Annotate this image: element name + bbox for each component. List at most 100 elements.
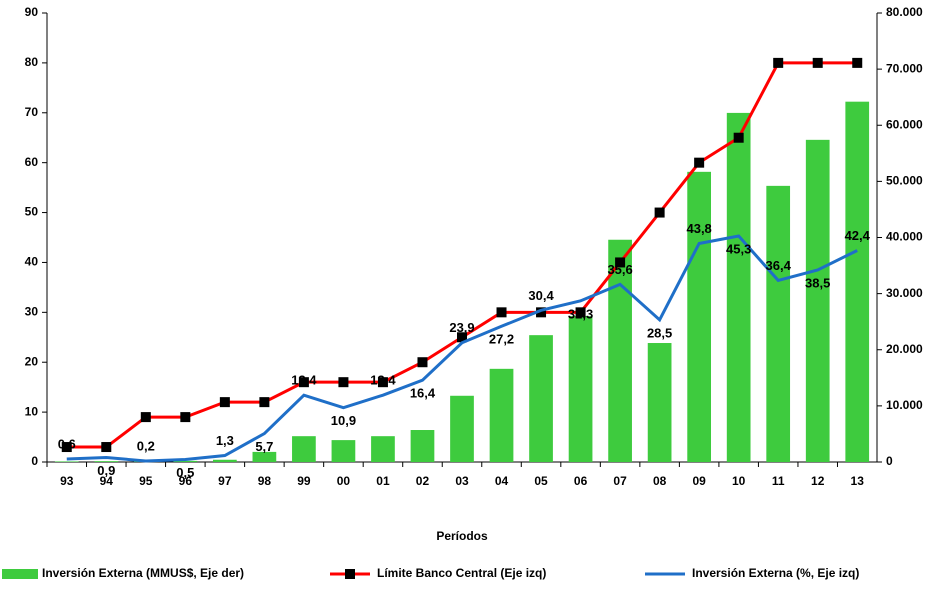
marker	[615, 257, 626, 268]
x-tick-label: 04	[495, 474, 509, 488]
marker	[812, 57, 823, 68]
marker	[852, 57, 863, 68]
x-tick-label: 95	[139, 474, 153, 488]
x-tick-label: 94	[100, 474, 114, 488]
x-tick-label: 13	[851, 474, 865, 488]
x-tick-label: 10	[732, 474, 746, 488]
legend-marker	[345, 569, 355, 579]
bar	[450, 395, 474, 462]
marker	[61, 442, 72, 453]
x-tick-label: 99	[297, 474, 311, 488]
x-tick-label: 98	[258, 474, 272, 488]
bar	[94, 461, 119, 462]
data-label: 36,4	[766, 258, 792, 273]
y-tick-label: 20	[25, 354, 39, 368]
data-label: 0,9	[97, 463, 115, 478]
x-tick-label: 96	[179, 474, 193, 488]
x-tick-label: 09	[692, 474, 706, 488]
x-tick-label: 11	[772, 474, 785, 488]
x-tick-label: 06	[574, 474, 588, 488]
x-tick-label: 07	[613, 474, 627, 488]
bar	[213, 459, 237, 462]
x-tick-label: 02	[416, 474, 430, 488]
y-tick-label: 0	[31, 454, 38, 468]
bar	[608, 239, 632, 462]
data-label: 0,2	[137, 438, 155, 453]
marker	[259, 397, 270, 408]
data-label: 5,7	[255, 439, 273, 454]
bar	[410, 430, 435, 462]
marker	[496, 307, 507, 318]
y2-tick-label: 80.000	[886, 5, 923, 19]
y2-tick-label: 0	[886, 454, 893, 468]
legend-label: Inversión Externa (%, Eje izq)	[692, 566, 859, 580]
x-tick-label: 00	[337, 474, 351, 488]
y2-tick-label: 40.000	[886, 230, 923, 244]
marker	[101, 442, 112, 453]
data-label: 38,5	[805, 275, 830, 290]
y-tick-label: 70	[25, 105, 39, 119]
data-label: 0,5	[176, 465, 194, 480]
bar	[489, 368, 514, 462]
bar	[371, 436, 395, 462]
marker	[180, 412, 191, 423]
marker	[338, 377, 349, 388]
data-label: 27,2	[489, 332, 514, 347]
y-tick-label: 50	[25, 205, 39, 219]
marker	[219, 397, 230, 408]
marker	[377, 377, 388, 388]
y-tick-label: 80	[25, 55, 39, 69]
y-tick-label: 90	[25, 5, 39, 19]
y2-tick-label: 50.000	[886, 174, 923, 188]
data-label: 10,9	[331, 413, 356, 428]
marker	[536, 307, 547, 318]
x-tick-label: 05	[534, 474, 548, 488]
bar	[173, 460, 198, 462]
y2-tick-label: 10.000	[886, 398, 923, 412]
data-label: 43,8	[686, 221, 711, 236]
x-tick-label: 97	[218, 474, 232, 488]
x-tick-label: 08	[653, 474, 667, 488]
bar	[687, 171, 711, 463]
y2-tick-label: 30.000	[886, 286, 923, 300]
y2-tick-label: 20.000	[886, 342, 923, 356]
marker	[457, 332, 467, 343]
bar	[647, 343, 672, 462]
marker	[140, 412, 151, 423]
data-label: 0,6	[58, 436, 76, 451]
data-label: 30,4	[528, 288, 554, 303]
bar	[54, 461, 79, 462]
data-label: 32,3	[568, 306, 593, 321]
x-tick-label: 01	[376, 474, 390, 488]
data-label: 1,3	[216, 433, 234, 448]
data-label: 35,6	[607, 262, 632, 277]
y-tick-label: 40	[25, 255, 39, 269]
bar	[331, 440, 356, 462]
data-label: 45,3	[726, 241, 751, 256]
line	[66, 234, 858, 463]
x-axis-title: Períodos	[436, 529, 488, 543]
bar	[845, 101, 870, 463]
marker	[694, 157, 705, 168]
data-label: 13,4	[291, 373, 317, 388]
data-label: 42,4	[845, 228, 871, 243]
marker	[298, 377, 309, 388]
marker	[417, 357, 428, 368]
legend-label: Límite Banco Central (Eje izq)	[377, 566, 546, 580]
bar	[529, 335, 553, 462]
bar	[766, 185, 791, 463]
x-tick-label: 03	[455, 474, 469, 488]
x-tick-label: 93	[60, 474, 74, 488]
bar	[568, 316, 593, 462]
marker	[654, 207, 665, 218]
data-label: 23,9	[449, 320, 474, 335]
x-tick-label: 12	[811, 474, 825, 488]
y-tick-label: 30	[25, 305, 39, 319]
bar	[805, 139, 830, 462]
bar	[292, 436, 316, 462]
y-tick-label: 60	[25, 155, 39, 169]
bar	[252, 451, 277, 462]
marker	[575, 307, 586, 318]
y2-tick-label: 60.000	[886, 117, 923, 131]
